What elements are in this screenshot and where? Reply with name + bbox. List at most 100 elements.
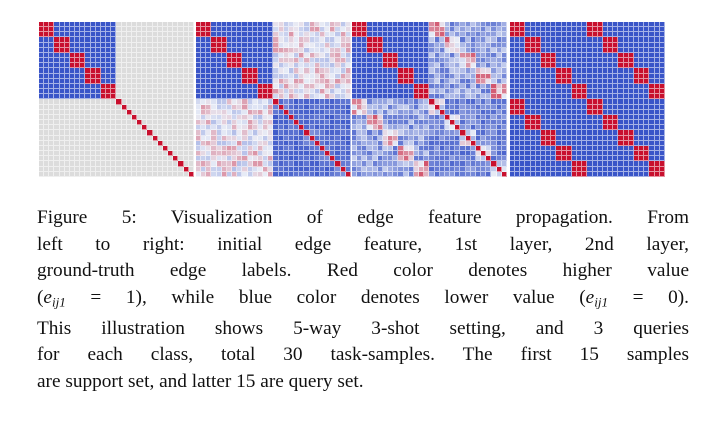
heatmap-cell: [577, 63, 583, 69]
heatmap-cell: [211, 99, 217, 105]
heatmap-cell: [126, 47, 132, 53]
heatmap-cell: [183, 78, 189, 84]
heatmap-cell: [393, 161, 399, 167]
heatmap-cell: [644, 151, 650, 157]
heatmap-cell: [644, 37, 650, 43]
heatmap-cell: [608, 99, 614, 105]
heatmap-cell: [597, 47, 603, 53]
heatmap-cell: [540, 151, 547, 157]
heatmap-cell: [628, 94, 634, 100]
heatmap-cell: [628, 135, 634, 141]
heatmap-cell: [628, 156, 634, 162]
heatmap-cell: [566, 114, 572, 121]
heatmap-cell: [273, 145, 279, 152]
heatmap-cell: [54, 68, 60, 74]
heatmap-cell: [173, 32, 179, 38]
heatmap-cell: [654, 161, 660, 167]
heatmap-cell: [455, 151, 461, 157]
heatmap-cell: [39, 135, 45, 141]
heatmap-cell: [496, 37, 502, 43]
heatmap-cell: [299, 99, 305, 105]
heatmap-cell: [352, 32, 358, 38]
heatmap-cell: [216, 68, 222, 74]
heatmap-cell: [247, 32, 253, 38]
heatmap-cell: [75, 52, 81, 59]
heatmap-cell: [54, 125, 60, 131]
heatmap-cell: [561, 166, 567, 172]
heatmap-cell: [201, 52, 207, 59]
heatmap-cell: [152, 140, 158, 146]
heatmap-cell: [608, 42, 614, 48]
heatmap-cell: [206, 130, 212, 136]
heatmap-cell: [444, 120, 451, 126]
heatmap-cell: [90, 99, 96, 105]
heatmap-cell: [147, 140, 153, 146]
heatmap-cell: [340, 171, 346, 177]
heatmap-cell: [201, 156, 207, 162]
heatmap-cell: [201, 89, 207, 95]
heatmap-cell: [618, 52, 624, 59]
heatmap-cell: [216, 125, 222, 131]
heatmap-cell: [188, 104, 194, 110]
heatmap-cell: [100, 114, 107, 121]
heatmap-cell: [540, 37, 547, 43]
heatmap-cell: [340, 47, 346, 53]
heatmap-cell: [54, 145, 60, 152]
heatmap-cell: [556, 27, 562, 33]
heatmap-cell: [263, 47, 269, 53]
heatmap-cell: [178, 83, 184, 90]
heatmap-cell: [273, 89, 279, 95]
heatmap-cell: [540, 114, 547, 121]
heatmap-cell: [362, 27, 368, 33]
heatmap-cell: [106, 32, 112, 38]
heatmap-cell: [393, 63, 399, 69]
heatmap-cell: [304, 140, 310, 146]
heatmap-cell: [226, 109, 233, 115]
heatmap-cell: [623, 52, 629, 59]
heatmap-cell: [64, 32, 70, 38]
heatmap-cell: [535, 63, 541, 69]
heatmap-cell: [111, 166, 117, 172]
heatmap-cell: [196, 156, 202, 162]
heatmap-cell: [481, 109, 487, 115]
heatmap-cell: [221, 120, 227, 126]
heatmap-cell: [152, 145, 158, 152]
heatmap-cell: [59, 47, 65, 53]
heatmap-cell: [582, 109, 588, 115]
heatmap-cell: [162, 104, 169, 110]
heatmap-cell: [525, 89, 531, 95]
heatmap-cell: [314, 73, 320, 79]
heatmap-cell: [470, 156, 476, 162]
heatmap-cell: [470, 114, 476, 121]
heatmap-cell: [80, 52, 86, 59]
heatmap-cell: [413, 109, 420, 115]
heatmap-cell: [95, 140, 101, 146]
heatmap-cell: [566, 109, 572, 115]
heatmap-cell: [602, 63, 609, 69]
heatmap-cell: [340, 151, 346, 157]
heatmap-cell: [439, 63, 445, 69]
heatmap-cell: [273, 78, 279, 84]
heatmap-cell: [196, 47, 202, 53]
heatmap-cell: [592, 109, 598, 115]
heatmap-cell: [362, 161, 368, 167]
heatmap-cell: [602, 171, 609, 177]
heatmap-cell: [424, 171, 430, 177]
heatmap-cell: [257, 161, 264, 167]
heatmap-cell: [362, 68, 368, 74]
heatmap-cell: [362, 37, 368, 43]
heatmap-cell: [546, 68, 552, 74]
heatmap-cell: [486, 32, 492, 38]
heatmap-cell: [393, 171, 399, 177]
heatmap-cell: [325, 47, 331, 53]
heatmap-cell: [525, 68, 531, 74]
heatmap-cell: [95, 58, 101, 64]
heatmap-cell: [382, 99, 389, 105]
heatmap-cell: [263, 120, 269, 126]
heatmap-cell: [352, 161, 358, 167]
heatmap-cell: [232, 78, 238, 84]
heatmap-cell: [372, 135, 378, 141]
heatmap-cell: [628, 120, 634, 126]
heatmap-cell: [75, 94, 81, 100]
heatmap-cell: [413, 120, 420, 126]
